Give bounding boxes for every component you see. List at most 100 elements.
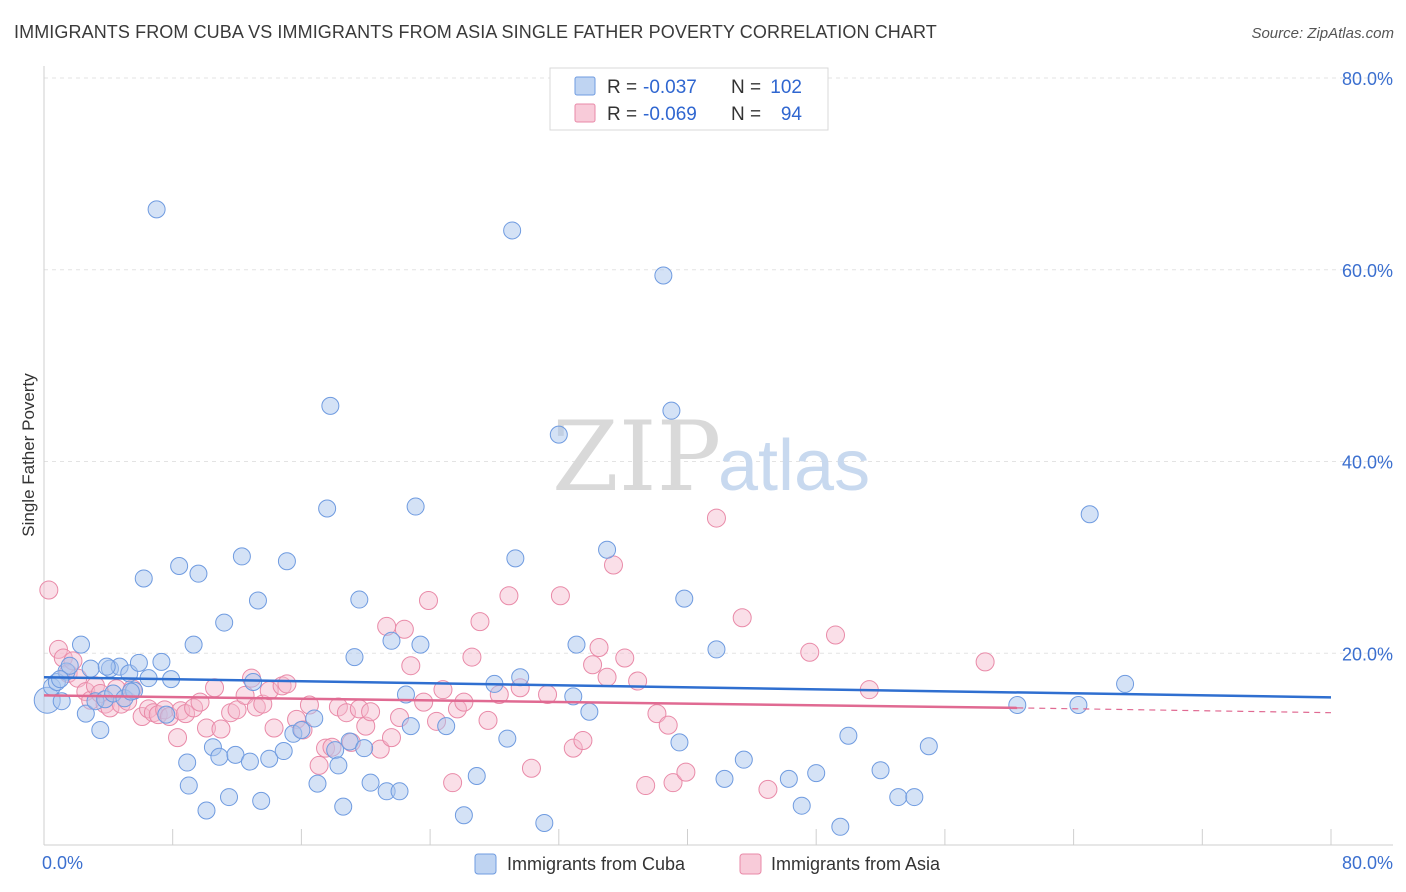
cuba-point — [549, 425, 568, 444]
asia-point — [336, 703, 356, 723]
cuba-point — [274, 742, 293, 761]
bottom-legend-cuba-label: Immigrants from Cuba — [507, 854, 686, 874]
asia-point — [583, 655, 603, 675]
cuba-point — [197, 801, 216, 820]
cuba-point — [81, 659, 100, 678]
cuba-point — [506, 549, 525, 568]
grid-lines — [44, 77, 1393, 654]
cuba-r-label: R = — [607, 77, 637, 98]
asia-point — [758, 779, 778, 799]
cuba-point — [91, 720, 110, 739]
cuba-point — [76, 704, 95, 723]
cuba-point — [1069, 696, 1088, 715]
asia-point — [190, 692, 210, 712]
cuba-point — [792, 796, 811, 815]
cuba-point — [97, 657, 116, 676]
cuba-point — [511, 668, 530, 687]
cuba-point — [503, 221, 522, 240]
cuba-point — [170, 557, 189, 576]
asia-trend-line — [43, 694, 1018, 710]
cuba-point — [305, 709, 324, 728]
cuba-point — [321, 396, 340, 415]
cuba-point — [839, 726, 858, 745]
cuba-point — [244, 673, 263, 692]
bottom-legend: Immigrants from Cuba Immigrants from Asi… — [474, 853, 941, 875]
cuba-trend-line — [43, 675, 1332, 699]
asia-point — [663, 773, 683, 793]
cuba-point — [152, 652, 171, 671]
asia-point — [597, 667, 617, 687]
cuba-point — [157, 705, 176, 724]
cuba-point — [707, 640, 726, 659]
y-tick-label: 40.0% — [1342, 453, 1393, 473]
cuba-point — [129, 653, 148, 672]
asia-point — [499, 586, 519, 606]
cuba-point — [178, 753, 197, 772]
cuba-point — [654, 266, 673, 285]
asia-point — [550, 586, 570, 606]
asia-point — [39, 580, 59, 600]
asia-r-label: R = — [607, 104, 637, 125]
bottom-legend-cuba-swatch — [474, 853, 497, 875]
asia-point — [521, 758, 541, 778]
x-tick-labels: 0.0% 80.0% — [42, 853, 1393, 873]
asia-point — [356, 716, 376, 736]
asia-point — [800, 642, 820, 662]
asia-point — [563, 738, 583, 758]
asia-point — [706, 508, 726, 528]
watermark-atlas: atlas — [718, 426, 870, 506]
asia-point — [394, 619, 414, 639]
cuba-point — [580, 702, 599, 721]
cuba-point — [189, 564, 208, 583]
cuba-point — [675, 589, 694, 608]
asia-point — [361, 702, 381, 722]
asia-point — [381, 728, 401, 748]
asia-point — [264, 718, 284, 738]
asia-point — [462, 647, 482, 667]
asia-point — [732, 608, 752, 628]
asia-point — [443, 773, 463, 793]
cuba-point — [334, 797, 353, 816]
cuba-point — [72, 635, 91, 654]
trend-lines — [43, 675, 1332, 714]
cuba-point — [1008, 696, 1027, 715]
cuba-point — [467, 766, 486, 785]
asia-point — [401, 656, 421, 676]
cuba-point — [567, 635, 586, 654]
cuba-point — [147, 200, 166, 219]
asia-point — [658, 715, 678, 735]
cuba-point — [329, 756, 348, 775]
cuba-point — [437, 717, 456, 736]
cuba-point — [807, 764, 826, 783]
cuba-point — [248, 591, 267, 610]
asia-point — [647, 704, 667, 724]
cuba-point — [871, 761, 890, 780]
cuba-point — [184, 635, 203, 654]
cuba-point — [535, 813, 554, 832]
cuba-point — [715, 769, 734, 788]
source-label: Source: ZipAtlas.com — [1251, 25, 1394, 42]
series-cuba-points — [33, 200, 1135, 836]
cuba-point — [308, 774, 327, 793]
cuba-point — [390, 782, 409, 801]
asia-point — [975, 652, 995, 672]
asia-point — [132, 707, 152, 727]
cuba-point — [564, 687, 583, 706]
y-tick-label: 80.0% — [1342, 69, 1393, 89]
bottom-legend-asia-label: Immigrants from Asia — [771, 854, 941, 874]
cuba-point — [277, 552, 296, 571]
asia-point — [589, 637, 609, 657]
cuba-point — [498, 729, 517, 748]
cuba-point — [210, 747, 229, 766]
cuba-point — [220, 788, 239, 807]
asia-point — [454, 692, 474, 712]
asia-r-value: -0.069 — [643, 104, 697, 125]
cuba-point — [396, 685, 415, 704]
cuba-point — [51, 670, 70, 689]
asia-point — [205, 678, 225, 698]
watermark-zip: ZIP — [552, 401, 721, 513]
asia-point — [433, 680, 453, 700]
asia-point — [277, 674, 297, 694]
cuba-point — [411, 635, 430, 654]
